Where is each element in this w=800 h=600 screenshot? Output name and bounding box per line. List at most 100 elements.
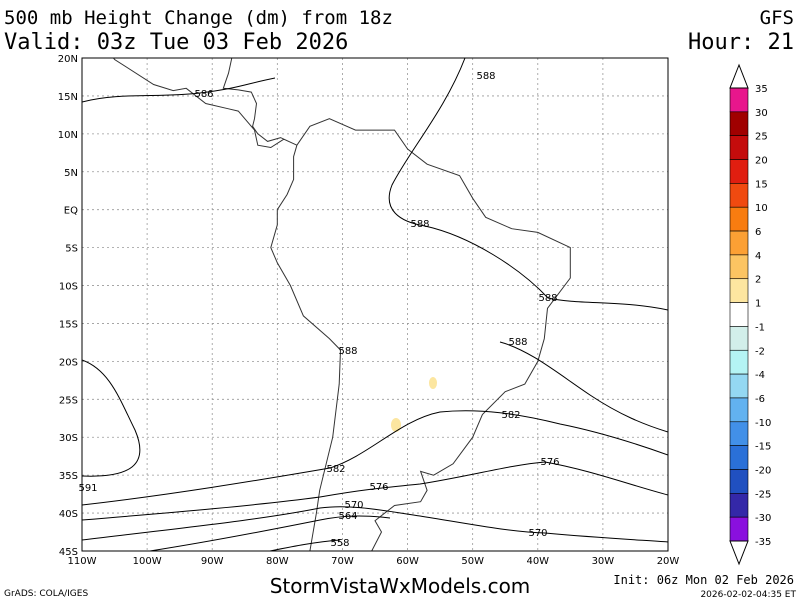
colorbar-box [729,373,749,399]
contour-label: 582 [326,464,345,475]
coastline [112,58,298,149]
title: 500 mb Height Change (dm) from 18z [4,7,393,29]
colorbar-label: -20 [755,465,771,476]
contour [269,539,341,551]
shading [429,377,437,389]
colorbar-label: 10 [755,203,768,214]
colorbar-label: -30 [755,513,771,524]
contour-label: 576 [369,482,388,493]
contour [82,410,668,506]
lat-label: 10S [59,282,78,293]
colorbar-box [729,183,749,208]
colorbar-box [729,254,749,280]
colorbar-box [729,493,749,518]
colorbar-box [729,302,749,327]
colorbar-label: 35 [755,84,768,95]
credit: GrADS: COLA/IGES [4,589,88,599]
lon-label: 110W [68,556,97,567]
colorbar-label: 25 [755,132,768,143]
lon-label: 70W [331,556,354,567]
lat-label: 15N [58,92,78,103]
colorbar-label: -6 [755,394,765,405]
init-time: Init: 06z Mon 02 Feb 2026 [613,573,794,587]
contour [388,58,668,311]
lon-label: 50W [461,556,484,567]
colorbar-cap [729,63,749,89]
site: StormVistaWxModels.com [270,574,531,598]
lat-label: 5N [64,168,78,179]
contour-label: 588 [476,71,495,82]
lat-label: 25S [59,395,78,406]
contour-label: 570 [344,500,363,511]
lon-label: 40W [526,556,549,567]
contour [82,506,668,543]
contour-label: 570 [528,528,547,539]
colorbar-label: 4 [755,251,761,262]
colorbar-label: 30 [755,108,768,119]
colorbar-box [729,349,749,375]
colorbar-label: -10 [755,418,771,429]
colorbar-box [729,135,749,160]
lat-label: 35S [59,471,78,482]
contour-label: 558 [330,538,349,549]
colorbar-box [729,87,749,113]
lon-label: 90W [201,556,224,567]
colorbar-label: -25 [755,489,771,500]
colorbar-box [729,206,749,232]
colorbar-label: -15 [755,442,771,453]
valid-time: Valid: 03z Tue 03 Feb 2026 [4,30,348,55]
lat-label: 5S [65,244,78,255]
colorbar-label: -1 [755,322,765,333]
colorbar-box [729,278,749,303]
colorbar [729,87,749,542]
colorbar-label: 6 [755,227,761,238]
grid [82,58,668,551]
colorbar-label: -4 [755,370,765,381]
lat-label: 40S [59,509,78,520]
lat-label: 30S [59,433,78,444]
contour-label: 591 [78,483,97,494]
colorbar-box [729,397,749,423]
lon-label: 60W [396,556,419,567]
contour-label: 564 [338,511,357,522]
lon-label: 30W [592,556,615,567]
contour-label: 586 [194,89,213,100]
colorbar-box [729,159,749,184]
lon-label: 80W [266,556,289,567]
colorbar-box [729,445,749,470]
colorbar-label: 1 [755,299,761,310]
map-frame [81,57,669,552]
contour [149,515,391,551]
forecast-hour: Hour: 21 [688,30,794,55]
contour-label: 588 [538,293,557,304]
colorbar-cap [729,540,749,566]
contour-label: 588 [508,337,527,348]
contour [82,359,141,477]
colorbar-label: 2 [755,275,761,286]
contour-label: 582 [501,410,520,421]
coastline [270,118,571,551]
timestamp: 2026-02-02-04:35 ET [700,590,796,600]
shading [391,418,401,432]
lon-label: 20W [657,556,680,567]
lat-label: 10N [58,130,78,141]
colorbar-box [729,469,749,494]
colorbar-label: 15 [755,179,768,190]
lat-label: EQ [64,206,78,217]
colorbar-box [729,111,749,136]
contour-label: 588 [338,346,357,357]
colorbar-label: 20 [755,156,768,167]
contour-label: 576 [540,457,559,468]
map-layer [82,58,668,551]
colorbar-box [729,516,749,542]
contour [499,341,668,433]
colorbar-label: -2 [755,346,765,357]
colorbar-box [729,326,749,351]
lat-label: 15S [59,319,78,330]
lat-label: 45S [59,547,78,558]
contour [82,77,276,103]
contour [82,461,668,521]
lat-label: 20N [58,54,78,65]
colorbar-box [729,421,749,446]
